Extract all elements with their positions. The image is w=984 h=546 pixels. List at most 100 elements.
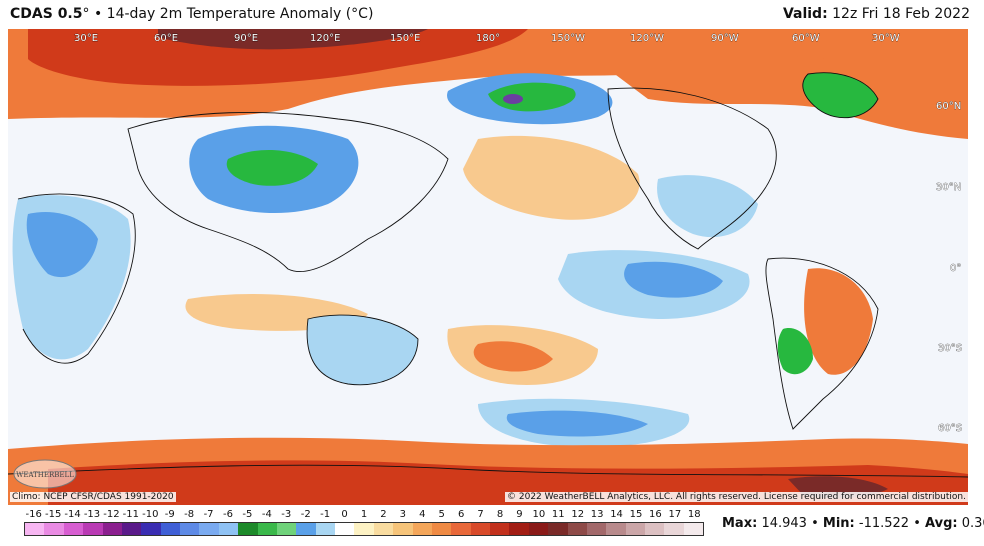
- alaska-very-cold: [503, 94, 523, 104]
- colorbar-tick-label: -12: [103, 509, 120, 520]
- colorbar-tick-label: -4: [261, 509, 272, 520]
- colorbar-tick-label: -13: [83, 509, 101, 520]
- colorbar-swatch: [257, 523, 277, 535]
- sa-warm: [804, 268, 873, 375]
- greenland-coast: [802, 72, 879, 119]
- asia-coast: [127, 111, 449, 273]
- stats-sep: •: [811, 516, 819, 531]
- colorbar-tick-label: 6: [457, 509, 465, 520]
- colorbar-swatch: [645, 523, 665, 535]
- colorbar-tick-label: 11: [551, 509, 565, 520]
- colorbar-tick-label: -8: [184, 509, 195, 520]
- npac-warm: [463, 135, 640, 220]
- colorbar-swatch: [335, 523, 355, 535]
- lon-label: 150°E: [390, 33, 420, 44]
- colorbar-tick-label: 0: [341, 509, 348, 520]
- siberia-warm-core: [28, 29, 528, 86]
- copyright-note: © 2022 WeatherBELL Analytics, LLC. All r…: [505, 492, 968, 502]
- model-name: CDAS 0.5: [10, 6, 83, 22]
- lon-label: 60°W: [792, 33, 820, 44]
- australia-cool: [307, 315, 418, 385]
- colorbar-swatch: [238, 523, 258, 535]
- colorbar-swatch: [412, 523, 432, 535]
- colorbar-tick-label: -6: [223, 509, 233, 520]
- colorbar-swatch: [373, 523, 394, 535]
- logo-globe: [13, 459, 77, 489]
- colorbar-tick-label: -1: [320, 509, 331, 520]
- colorbar-swatch: [470, 523, 490, 535]
- colorbar-tick-label: -16: [25, 509, 42, 520]
- lon-label: 150°W: [551, 33, 585, 44]
- colorbar-swatch: [296, 523, 316, 535]
- colorbar-swatch: [199, 523, 219, 535]
- colorbar-swatch: [606, 523, 626, 535]
- colorbar-swatch: [509, 523, 529, 535]
- na-cool: [657, 175, 758, 238]
- colorbar-tick-label: -3: [281, 509, 292, 520]
- lat-label: 0°: [950, 263, 961, 274]
- colorbar-swatch: [315, 523, 335, 535]
- valid-time: Valid: 12z Fri 18 Feb 2022: [783, 6, 970, 22]
- colorbar-swatch: [102, 523, 122, 535]
- sa-cold: [777, 328, 813, 375]
- north-america-coast: [607, 87, 777, 250]
- colorbar-ticks: -16 -15 -14 -13 -12 -11 -10 -9 -8 -7 -6 -5 -4 -3 -2 -1 0…: [24, 509, 704, 521]
- max-value: 14.943: [761, 516, 807, 531]
- coastlines: [8, 72, 968, 478]
- colorbar-tick-label: 16: [649, 509, 662, 520]
- min-value: -11.522: [858, 516, 910, 531]
- colorbar-swatch: [490, 523, 510, 535]
- lat-label: 60°N: [936, 101, 961, 112]
- colorbar-tick-label: 13: [590, 509, 604, 520]
- colorbar-tick-label: 3: [399, 509, 407, 520]
- lon-label: 90°E: [234, 33, 258, 44]
- colorbar-swatch: [625, 523, 645, 535]
- lon-label: 90°W: [711, 33, 739, 44]
- lon-label: 30°W: [872, 33, 900, 44]
- australia-coast: [306, 314, 419, 386]
- colorbar-tick-label: -10: [142, 509, 159, 520]
- lon-label: 120°W: [630, 33, 664, 44]
- stats-sep: •: [913, 516, 921, 531]
- colorbar-tick-label: 10: [532, 509, 546, 520]
- colorbar-swatch: [63, 523, 84, 535]
- stats-readout: Max: 14.943 • Min: -11.522 • Avg: 0.364: [722, 516, 984, 531]
- colorbar-tick-label: -5: [242, 509, 253, 520]
- colorbar-swatch: [160, 523, 180, 535]
- colorbar-tick-label: -2: [300, 509, 311, 520]
- lat-labels: 60°N 30°N 0° 30°S 60°S: [936, 101, 963, 435]
- colorbar-tick-label: -15: [44, 509, 62, 520]
- min-label: Min:: [822, 516, 855, 531]
- lat-label: 60°S: [938, 423, 962, 434]
- avg-label: Avg:: [925, 516, 958, 531]
- colorbar-tick-label: 1: [360, 509, 368, 520]
- antarctica-coast: [8, 464, 968, 478]
- colorbar-swatch: [25, 523, 45, 535]
- colorbar-swatch: [393, 523, 413, 535]
- colorbar-swatch: [528, 523, 549, 535]
- colorbar-tick-label: -7: [203, 509, 214, 520]
- colorbar-tick-label: 14: [610, 509, 623, 520]
- logo-text: WEATHERBELL: [16, 471, 74, 479]
- colorbar-swatch: [451, 523, 471, 535]
- colorbar-swatch: [218, 523, 239, 535]
- colorbar-swatch: [141, 523, 161, 535]
- lat-label: 30°S: [938, 343, 962, 354]
- trop-pac-cool-core: [624, 261, 723, 298]
- colorbar-swatch: [354, 523, 374, 535]
- colorbar-tick-label: -9: [164, 509, 175, 520]
- lon-label: 120°E: [310, 33, 340, 44]
- colorbar-swatch: [567, 523, 587, 535]
- spac-warm-core: [473, 341, 553, 372]
- colorbar-tick-label: 4: [419, 509, 426, 520]
- avg-value: 0.364: [961, 516, 984, 531]
- lon-label: 30°E: [74, 33, 98, 44]
- valid-time-value: 12z Fri 18 Feb 2022: [832, 6, 970, 22]
- colorbar-tick-label: -11: [122, 509, 140, 520]
- colorbar-tick-label: 12: [571, 509, 585, 520]
- chart-title: CDAS 0.5° • 14-day 2m Temperature Anomal…: [10, 6, 373, 22]
- colorbar-tick-label: 8: [496, 509, 504, 520]
- colorbar-swatch: [83, 523, 103, 535]
- africa-coast: [17, 193, 136, 364]
- colorbar-tick-label: 18: [687, 509, 701, 520]
